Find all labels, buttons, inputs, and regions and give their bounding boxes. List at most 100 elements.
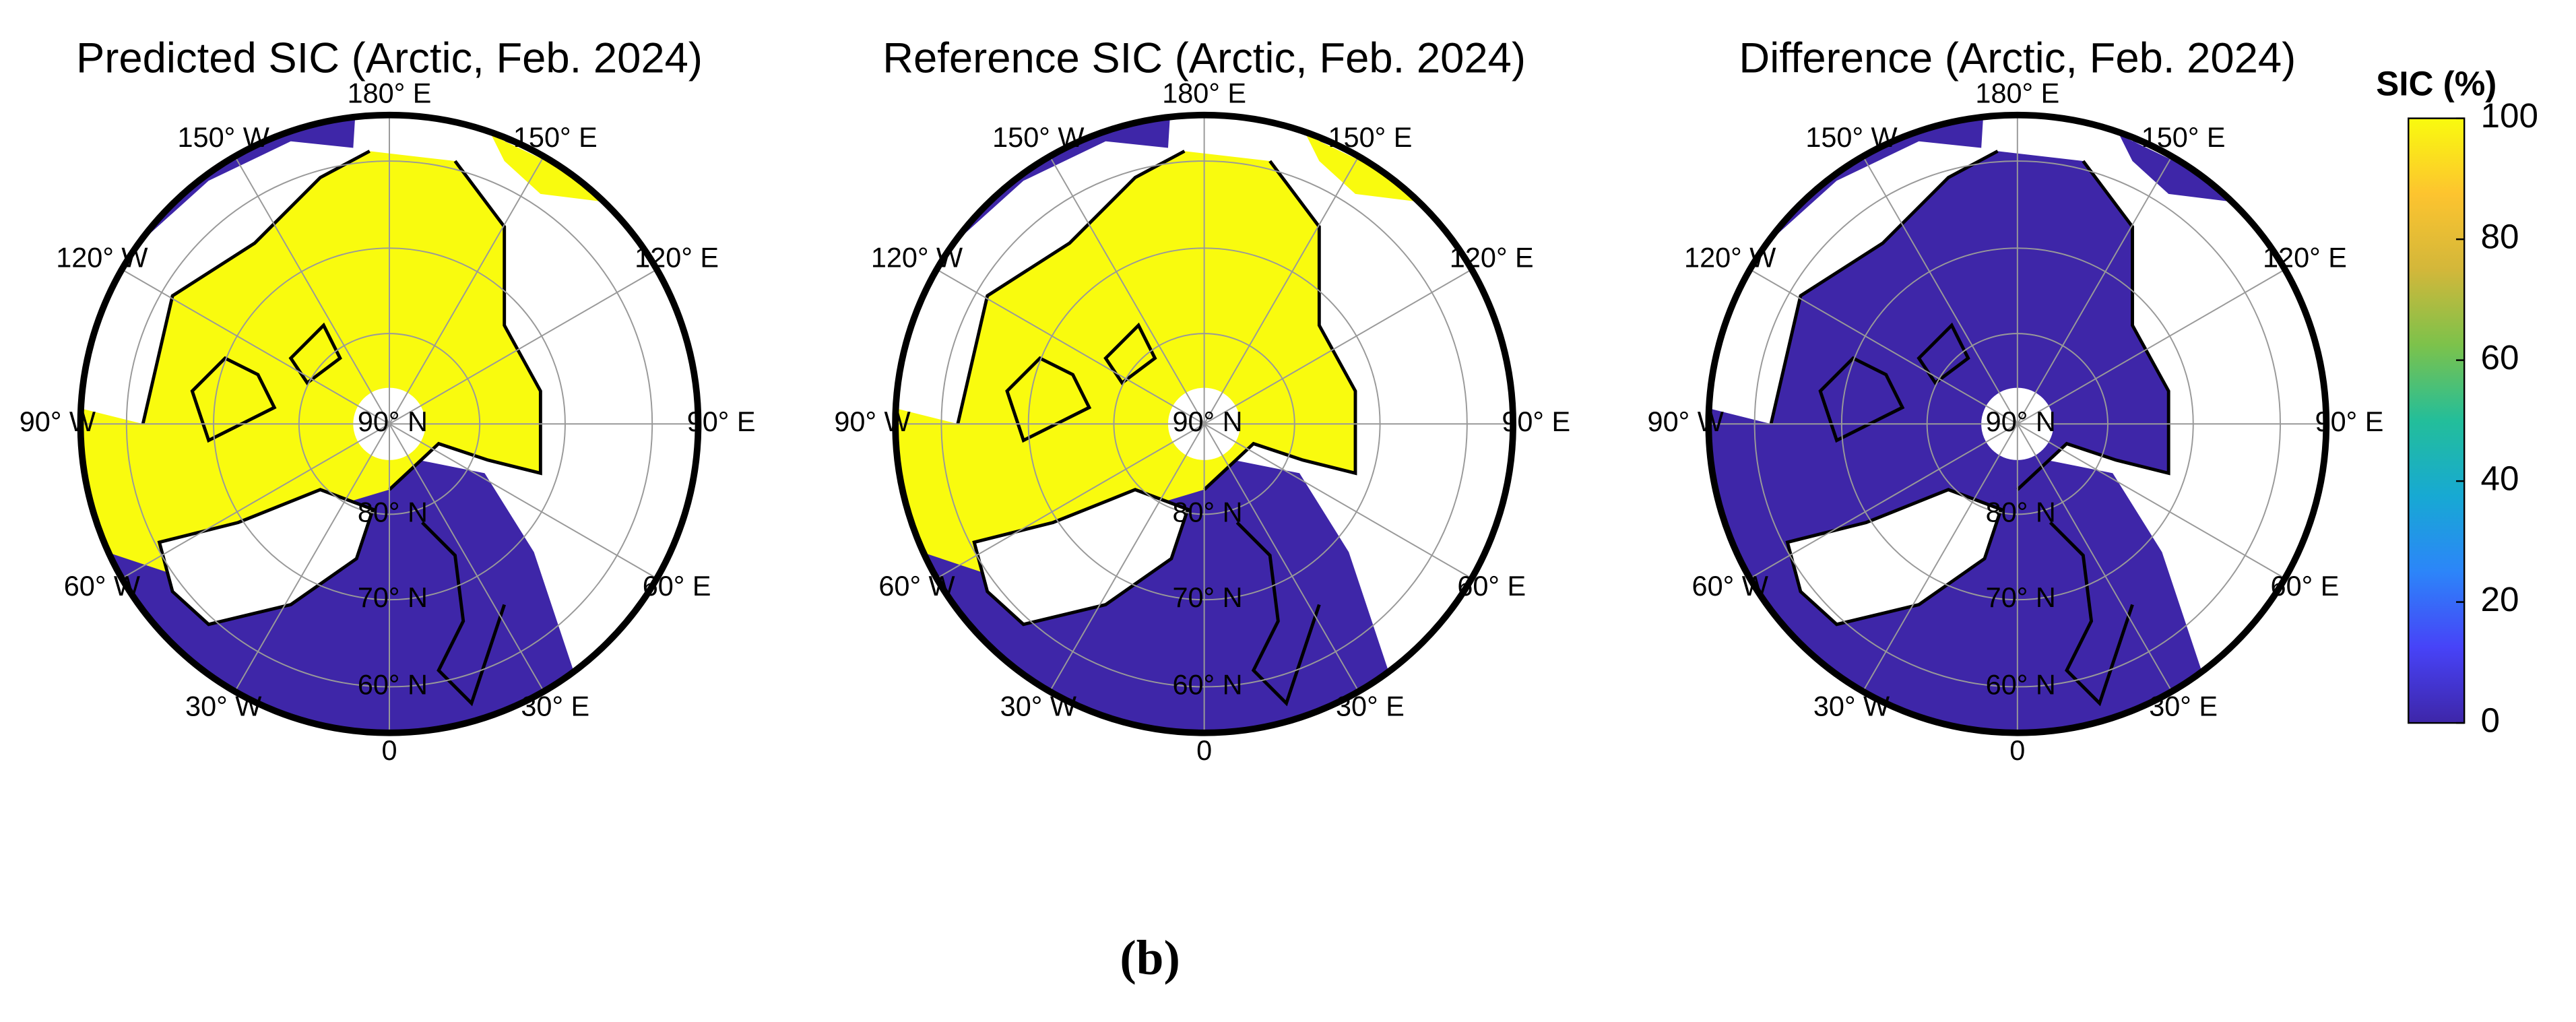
meridian [1204, 269, 1473, 425]
longitude-label: 90° E [687, 406, 756, 437]
longitude-label: 150° E [513, 121, 598, 153]
longitude-label: 120° W [1684, 241, 1776, 273]
coastline [1917, 322, 1970, 385]
longitude-label: 150° W [992, 121, 1084, 153]
longitude-label: 0 [1196, 734, 1212, 766]
meridian [389, 269, 657, 425]
coastline [1103, 322, 1157, 385]
latitude-label: 60° N [1172, 668, 1242, 700]
colorbar-tick-label: 100 [2481, 96, 2538, 135]
coastline [2016, 160, 2170, 491]
longitude-label: 150° W [178, 121, 269, 153]
longitude-label: 30° E [1336, 691, 1405, 722]
latitude-label: 80° N [1986, 496, 2056, 528]
coastline [421, 521, 507, 707]
coastline [956, 150, 1186, 424]
meridian [234, 423, 390, 692]
panel-title: Difference (Arctic, Feb. 2024) [1739, 34, 2296, 82]
longitude-label: 30° W [1000, 691, 1076, 722]
latitude-label: 60° N [358, 668, 428, 700]
longitude-label: 0 [381, 734, 397, 766]
longitude-label: 30° E [521, 691, 589, 722]
colorbar-tick-label: 40 [2481, 459, 2519, 498]
colorbar-tick-label: 20 [2481, 580, 2519, 618]
meridian [121, 423, 390, 579]
coastline [388, 160, 542, 491]
colorbar-tick-label: 0 [2481, 701, 2500, 740]
panel-title: Reference SIC (Arctic, Feb. 2024) [882, 34, 1526, 82]
longitude-label: 150° E [1328, 121, 1413, 153]
meridian [389, 423, 657, 579]
polar-map: 0 30° E 60° E 90° E 120° E 150° E 180° E 150° W… [20, 77, 756, 766]
longitude-label: 120° W [871, 241, 963, 273]
longitude-label: 150° E [2142, 121, 2226, 153]
latitude-label: 90° N [1986, 406, 2056, 437]
latitude-label: 90° N [1172, 406, 1242, 437]
coastline [1005, 356, 1092, 443]
meridian [1862, 156, 2018, 424]
longitude-label: 60° W [1692, 570, 1768, 602]
greenland [157, 488, 375, 627]
polar-map: 0 30° E 60° E 90° E 120° E 150° E 180° E 150° W… [1648, 77, 2384, 766]
meridian [2016, 156, 2172, 424]
colorbar-tick-label: 60 [2481, 338, 2519, 377]
coastline [2049, 521, 2134, 707]
latitude-label: 80° N [1172, 496, 1242, 528]
meridian [121, 269, 390, 425]
longitude-label: 90° W [20, 406, 96, 437]
greenland [972, 488, 1190, 627]
colorbar-tick-label: 80 [2481, 218, 2519, 256]
meridian [389, 156, 545, 424]
longitude-label: 120° E [1450, 241, 1534, 273]
longitude-label: 150° W [1805, 121, 1897, 153]
longitude-label: 30° W [1813, 691, 1890, 722]
coastline [1818, 356, 1905, 443]
longitude-label: 120° E [635, 241, 719, 273]
meridian [1203, 156, 1359, 424]
meridian [2017, 423, 2286, 579]
meridian [1049, 423, 1205, 692]
meridian [1862, 423, 2018, 692]
coastline [1235, 521, 1321, 707]
sea-ice [80, 135, 606, 575]
meridian [936, 269, 1205, 425]
longitude-label: 120° W [56, 241, 148, 273]
coastline [1202, 160, 1357, 491]
longitude-label: 60° W [878, 570, 955, 602]
polar-map: 0 30° E 60° E 90° E 120° E 150° E 180° E 150° W… [834, 77, 1570, 766]
longitude-label: 30° W [185, 691, 261, 722]
meridian [936, 423, 1205, 579]
meridian [1204, 423, 1473, 579]
longitude-label: 60° W [64, 570, 140, 602]
greenland [1785, 488, 2003, 627]
caption: (b) [1120, 930, 1180, 985]
latitude-label: 70° N [1986, 581, 2056, 613]
longitude-label: 90° E [1502, 406, 1570, 437]
meridian [234, 156, 390, 424]
meridian [1203, 423, 1359, 692]
map-frame [892, 111, 1516, 736]
map-frame [1705, 111, 2330, 736]
longitude-label: 180° E [348, 77, 432, 108]
latitude-label: 60° N [1986, 668, 2056, 700]
longitude-label: 180° E [1162, 77, 1246, 108]
longitude-label: 90° E [2315, 406, 2384, 437]
sea-ice [1708, 135, 2234, 575]
longitude-label: 60° E [2271, 570, 2340, 602]
meridian [2017, 269, 2286, 425]
meridian [1049, 156, 1205, 424]
longitude-label: 180° E [1975, 77, 2059, 108]
meridian [389, 423, 545, 692]
coastline [141, 150, 371, 424]
longitude-label: 60° E [1457, 570, 1526, 602]
longitude-label: 60° E [643, 570, 711, 602]
longitude-label: 90° W [1648, 406, 1724, 437]
longitude-label: 30° E [2149, 691, 2218, 722]
latitude-label: 70° N [1172, 581, 1242, 613]
sea-ice [895, 135, 1421, 575]
latitude-label: 90° N [358, 406, 428, 437]
coastline [190, 356, 277, 443]
colorbar-title: SIC (%) [2376, 64, 2497, 102]
